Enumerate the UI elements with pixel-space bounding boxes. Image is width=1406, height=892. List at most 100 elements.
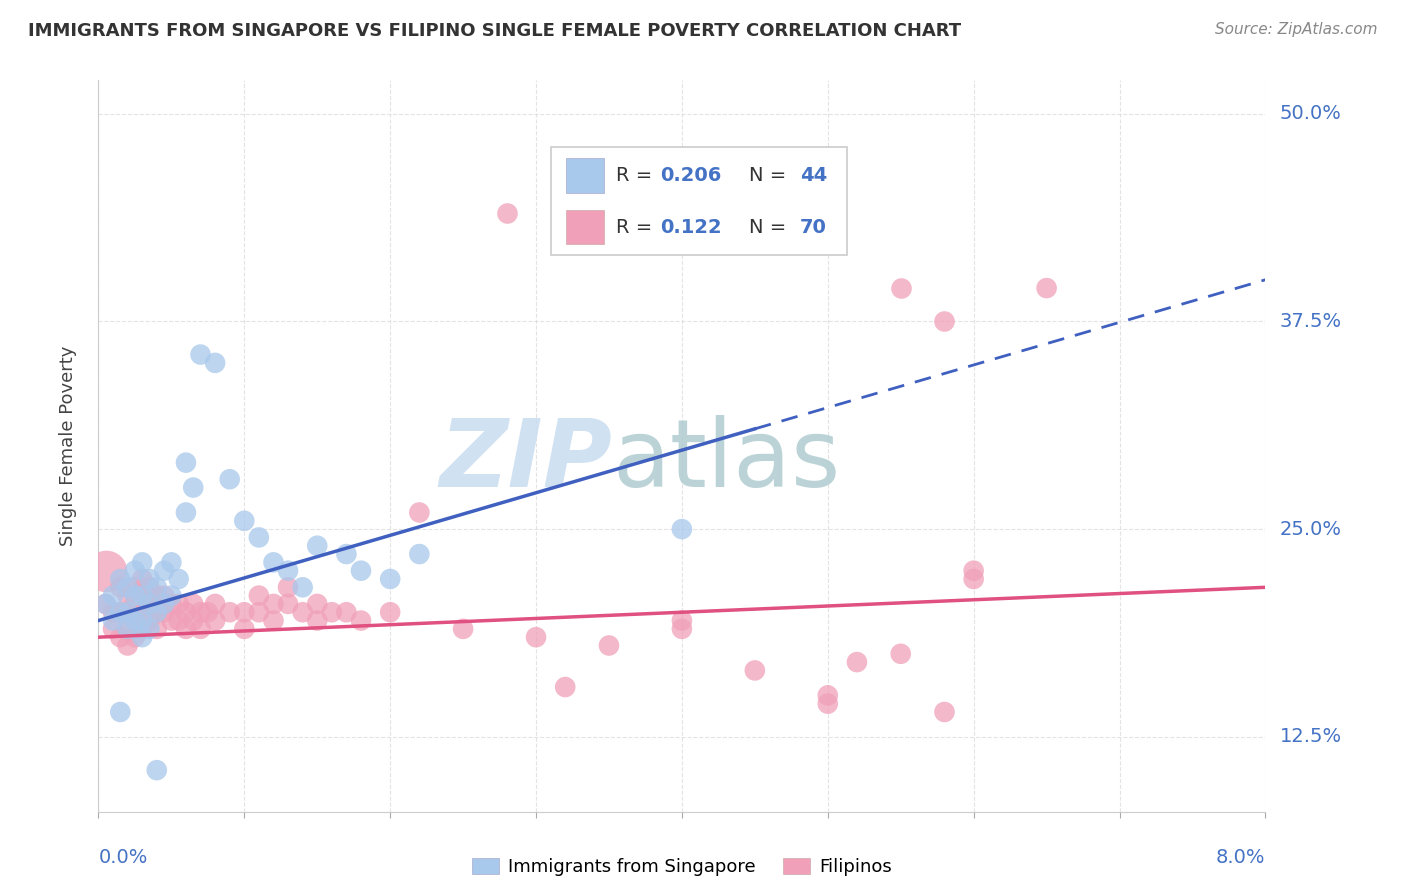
Text: R =: R =: [616, 166, 658, 185]
Point: [124, 630, 146, 644]
Point: [181, 614, 204, 628]
Point: [131, 622, 153, 636]
Point: [233, 622, 256, 636]
Point: [496, 206, 519, 220]
Point: [153, 605, 176, 619]
Point: [190, 347, 212, 362]
Point: [262, 597, 284, 611]
Point: [124, 614, 146, 628]
Point: [110, 630, 132, 644]
Text: 44: 44: [800, 166, 827, 185]
Point: [124, 589, 146, 603]
Point: [247, 530, 270, 544]
Point: [671, 622, 693, 636]
FancyBboxPatch shape: [551, 147, 846, 255]
Point: [380, 572, 402, 586]
Point: [277, 597, 299, 611]
Point: [890, 281, 912, 295]
Text: 0.122: 0.122: [661, 218, 723, 236]
Y-axis label: Single Female Poverty: Single Female Poverty: [59, 346, 77, 546]
Point: [174, 456, 197, 470]
Point: [204, 356, 226, 370]
Point: [131, 630, 153, 644]
Text: 25.0%: 25.0%: [1279, 520, 1341, 539]
Point: [291, 605, 314, 619]
Point: [110, 605, 132, 619]
Text: atlas: atlas: [612, 415, 841, 507]
Point: [321, 605, 343, 619]
Point: [94, 597, 117, 611]
Point: [131, 614, 153, 628]
Point: [117, 622, 139, 636]
Point: [671, 522, 693, 536]
Text: 0.0%: 0.0%: [98, 848, 148, 867]
Point: [160, 555, 183, 569]
Point: [138, 572, 160, 586]
Point: [146, 763, 169, 777]
Point: [110, 605, 132, 619]
Point: [131, 605, 153, 619]
Point: [124, 580, 146, 594]
Point: [181, 597, 204, 611]
Point: [101, 622, 124, 636]
Point: [307, 539, 329, 553]
Point: [110, 705, 132, 719]
Point: [146, 622, 169, 636]
Point: [846, 655, 869, 669]
Point: [131, 589, 153, 603]
Point: [131, 555, 153, 569]
Point: [146, 605, 169, 619]
Point: [277, 580, 299, 594]
Point: [110, 572, 132, 586]
Point: [204, 614, 226, 628]
Point: [146, 589, 169, 603]
Point: [117, 605, 139, 619]
Point: [131, 589, 153, 603]
Point: [94, 597, 117, 611]
Text: 12.5%: 12.5%: [1279, 727, 1341, 747]
Point: [350, 564, 373, 578]
Point: [233, 605, 256, 619]
Point: [307, 614, 329, 628]
Point: [160, 589, 183, 603]
Point: [962, 564, 984, 578]
Point: [174, 605, 197, 619]
Point: [934, 314, 956, 328]
Point: [124, 614, 146, 628]
Point: [167, 614, 190, 628]
Point: [233, 514, 256, 528]
Text: 70: 70: [800, 218, 827, 236]
Point: [181, 481, 204, 495]
Point: [554, 680, 576, 694]
Legend: Immigrants from Singapore, Filipinos: Immigrants from Singapore, Filipinos: [465, 850, 898, 883]
Bar: [565, 158, 605, 193]
Point: [174, 622, 197, 636]
Point: [218, 605, 240, 619]
Point: [408, 506, 430, 520]
Point: [160, 614, 183, 628]
Point: [117, 580, 139, 594]
Point: [247, 605, 270, 619]
Point: [138, 614, 160, 628]
Point: [817, 697, 839, 711]
Point: [408, 547, 430, 561]
Point: [335, 605, 357, 619]
Point: [153, 589, 176, 603]
Point: [350, 614, 373, 628]
Point: [153, 597, 176, 611]
Point: [247, 589, 270, 603]
Text: 8.0%: 8.0%: [1216, 848, 1265, 867]
Point: [110, 580, 132, 594]
Point: [94, 564, 117, 578]
Point: [117, 622, 139, 636]
Point: [744, 664, 766, 678]
Point: [218, 472, 240, 486]
Point: [138, 622, 160, 636]
Point: [291, 580, 314, 594]
Bar: [565, 210, 605, 244]
Point: [451, 622, 474, 636]
Point: [101, 605, 124, 619]
Text: N =: N =: [749, 218, 793, 236]
Point: [117, 639, 139, 653]
Point: [204, 597, 226, 611]
